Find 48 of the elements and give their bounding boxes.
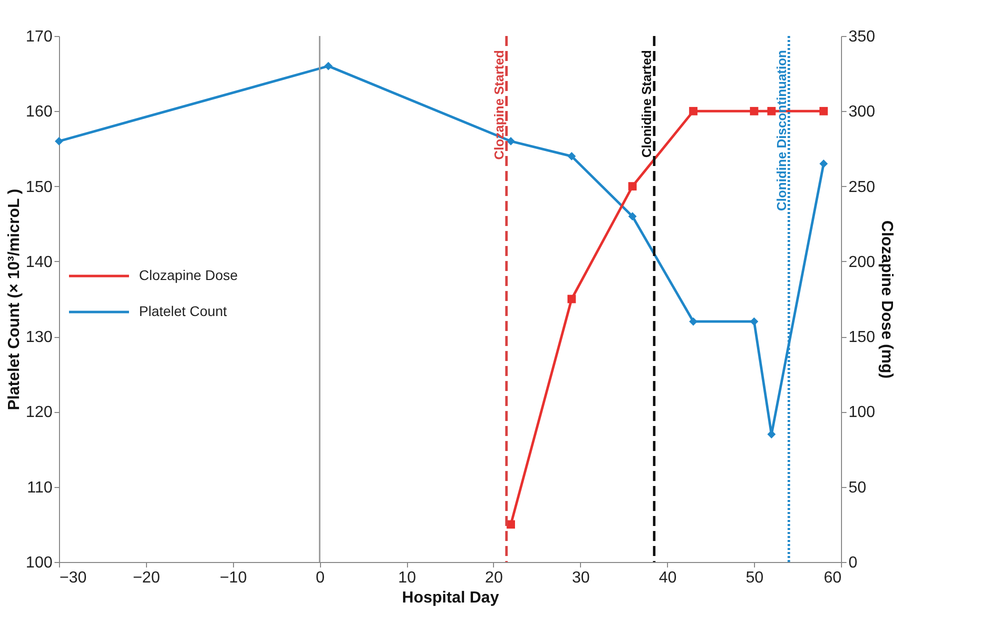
- point: [628, 212, 637, 221]
- x-tick-label: 40: [658, 570, 677, 586]
- x-tick-label: −20: [132, 570, 160, 586]
- point: [54, 137, 64, 146]
- y-tick-label: 100: [26, 554, 53, 572]
- y2-tick-label: 0: [848, 554, 858, 572]
- y-tick-label: 170: [26, 28, 53, 46]
- x-tick-label: 30: [572, 570, 590, 586]
- y2-tick-label: 50: [848, 479, 866, 496]
- point: [819, 106, 828, 116]
- y-tick-label: 160: [26, 104, 53, 121]
- point: [567, 294, 576, 304]
- ref-line-label: Clonidine Started: [639, 50, 654, 158]
- y-tick-label: 110: [26, 479, 53, 496]
- x-axis-title: Hospital Day: [402, 590, 500, 606]
- y2-tick-label: 350: [848, 28, 876, 46]
- x-tick-label: 10: [398, 570, 416, 586]
- x-tick-label: −30: [60, 570, 87, 586]
- ref-line-label: Clonidine Discontinuation: [774, 50, 789, 212]
- y2-tick-label: 200: [848, 254, 876, 271]
- y-tick-label: 150: [26, 178, 53, 196]
- y-tick-label: 140: [26, 254, 53, 271]
- point: [567, 152, 576, 160]
- point: [689, 106, 698, 116]
- y-axis-title: Platelet Count (× 10³/microL ): [6, 188, 23, 410]
- y-tick-label: 130: [26, 329, 53, 346]
- y2-tick-label: 250: [848, 178, 876, 196]
- point: [750, 106, 758, 116]
- y2-tick-label: 100: [848, 404, 876, 422]
- y-tick-label: 120: [26, 404, 53, 422]
- x-tick-label: 0: [316, 570, 325, 586]
- x-tick-label: 60: [824, 570, 842, 586]
- legend-label: Platelet Count: [139, 303, 228, 319]
- x-tick-label: −10: [220, 570, 247, 586]
- y2-tick-label: 150: [848, 329, 876, 346]
- legend-label: Clozapine Dose: [139, 267, 238, 283]
- point: [506, 137, 516, 146]
- x-tick-label: 50: [746, 570, 764, 586]
- point: [819, 160, 828, 168]
- point: [767, 106, 776, 116]
- point: [324, 62, 333, 70]
- ref-line-label: Clozapine Started: [491, 50, 506, 160]
- point: [689, 317, 698, 326]
- y2-tick-label: 300: [848, 104, 876, 121]
- y2-axis-title: Clozapine Dose (mg): [878, 220, 896, 379]
- point: [506, 520, 516, 529]
- x-tick-label: 20: [485, 570, 503, 586]
- point: [628, 182, 637, 190]
